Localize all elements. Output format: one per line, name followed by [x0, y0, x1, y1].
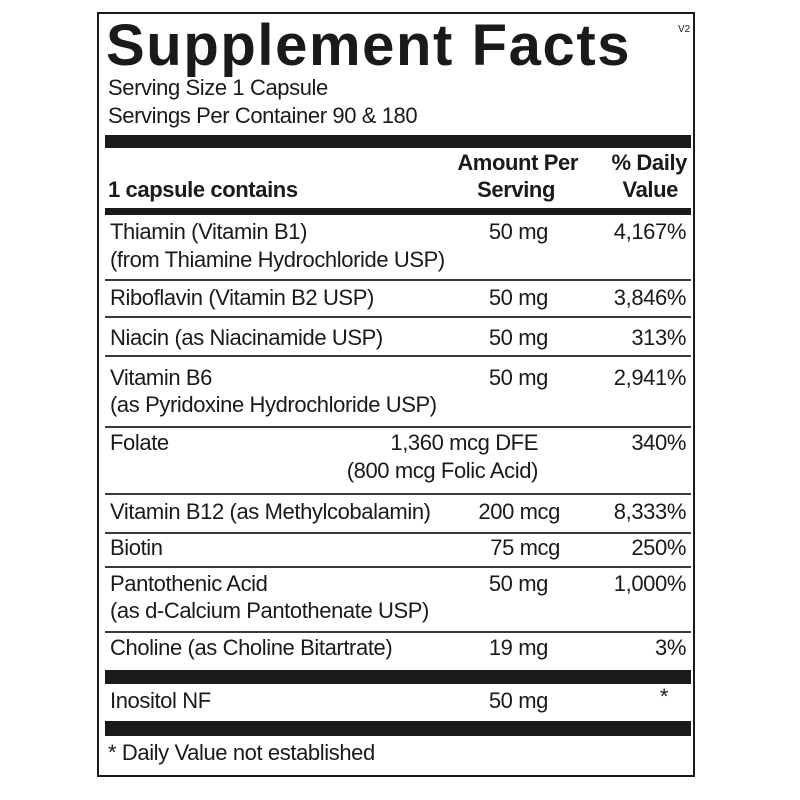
row-divider — [105, 631, 691, 633]
header-dv-line2: Value — [622, 177, 679, 202]
nutrient-amount: 75 mcg — [490, 535, 560, 560]
row-divider — [105, 426, 691, 428]
nutrient-dv: 313% — [631, 325, 686, 350]
nutrient-amount: 50 mg — [488, 365, 549, 390]
panel-title: Supplement Facts — [106, 13, 632, 78]
nutrient-name: Vitamin B6 — [110, 365, 212, 390]
nutrient-dv: * — [659, 684, 669, 709]
row-divider — [105, 493, 691, 495]
supplement-facts-panel — [97, 12, 695, 777]
nutrient-dv: 4,167% — [613, 219, 687, 244]
nutrient-name: Riboflavin (Vitamin B2 USP) — [110, 285, 374, 310]
nutrient-dv: 340% — [631, 430, 686, 455]
serving-size: Serving Size 1 Capsule — [108, 75, 328, 100]
nutrient-name: Choline (as Choline Bitartrate) — [110, 635, 393, 660]
row-divider — [105, 355, 691, 357]
nutrient-source: (from Thiamine Hydrochloride USP) — [110, 247, 445, 272]
header-contains: 1 capsule contains — [108, 177, 298, 202]
row-divider — [105, 532, 691, 534]
nutrient-amount: 19 mg — [488, 635, 549, 660]
nutrient-source: (as Pyridoxine Hydrochloride USP) — [110, 392, 437, 417]
footnote: * Daily Value not established — [108, 740, 375, 765]
nutrient-amount: 50 mg — [488, 571, 549, 596]
nutrient-name: Folate — [110, 430, 169, 455]
header-dv-line1: % Daily — [611, 150, 688, 175]
nutrient-name: Thiamin (Vitamin B1) — [110, 219, 307, 244]
nutrient-name: Niacin (as Niacinamide USP) — [110, 325, 383, 350]
nutrient-name: Inositol NF — [110, 688, 211, 713]
divider-thick — [105, 670, 691, 684]
nutrient-amount: 50 mg — [488, 219, 549, 244]
row-divider — [105, 316, 691, 318]
nutrient-dv: 3,846% — [613, 285, 687, 310]
nutrient-dv: 3% — [655, 635, 686, 660]
divider-thick — [105, 721, 691, 736]
nutrient-amount: 50 mg — [488, 285, 549, 310]
nutrient-dv: 250% — [631, 535, 686, 560]
nutrient-dv: 8,333% — [613, 499, 687, 524]
nutrient-name: Vitamin B12 (as Methylcobalamin) — [110, 499, 431, 524]
row-divider — [105, 566, 691, 568]
nutrient-amount: 1,360 mcg DFE — [390, 430, 538, 455]
nutrient-amount-note: (800 mcg Folic Acid) — [346, 458, 539, 483]
nutrient-name: Biotin — [110, 535, 163, 560]
header-amount-line1: Amount Per — [457, 150, 578, 175]
nutrient-amount: 50 mg — [488, 325, 549, 350]
nutrient-amount: 200 mcg — [478, 499, 560, 524]
divider-medium — [105, 208, 691, 215]
nutrient-dv: 2,941% — [613, 365, 687, 390]
nutrient-dv: 1,000% — [613, 571, 687, 596]
nutrient-source: (as d-Calcium Pantothenate USP) — [110, 598, 429, 623]
row-divider — [105, 279, 691, 281]
version-mark: V2 — [678, 24, 691, 35]
nutrient-name: Pantothenic Acid — [110, 571, 268, 596]
servings-per-container: Servings Per Container 90 & 180 — [108, 103, 418, 128]
divider-thick — [105, 135, 691, 148]
nutrient-amount: 50 mg — [488, 688, 549, 713]
header-amount-line2: Serving — [477, 177, 555, 202]
